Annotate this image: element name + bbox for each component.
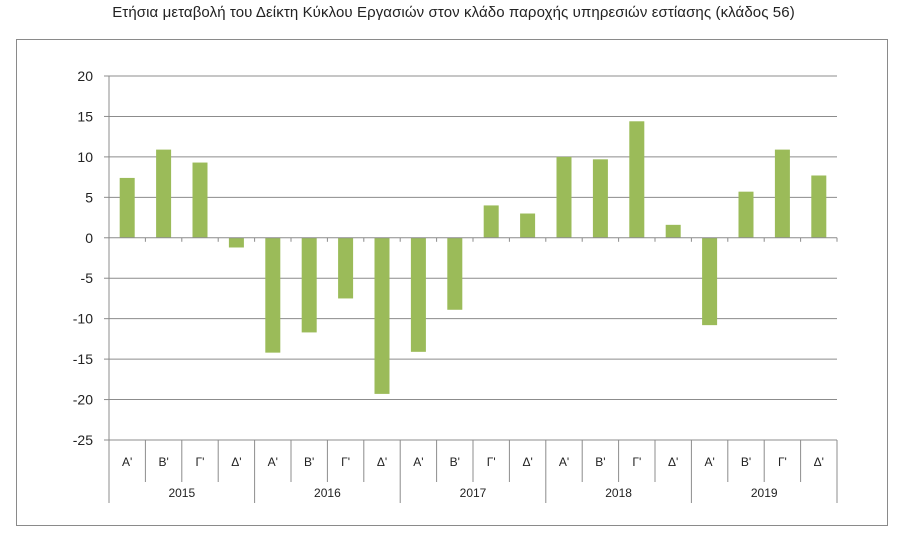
x-tick-label: Δ' [231, 455, 241, 469]
x-tick-label: Γ' [487, 455, 496, 469]
x-tick-label: Α' [559, 455, 569, 469]
chart-title: Ετήσια μεταβολή του Δείκτη Κύκλου Εργασι… [112, 4, 795, 21]
bar [811, 175, 827, 238]
gridlines [109, 75, 837, 441]
bar [774, 149, 790, 238]
year-label: 2016 [314, 486, 341, 500]
bar [410, 237, 426, 352]
bar [338, 237, 354, 299]
bar [374, 237, 390, 394]
year-label: 2018 [605, 486, 632, 500]
bar [592, 159, 608, 238]
bar [119, 177, 135, 238]
bar [483, 205, 499, 238]
x-tick-label: Γ' [632, 455, 641, 469]
bars [119, 121, 827, 394]
x-tick-label: Β' [595, 455, 605, 469]
bar [738, 191, 754, 238]
bar [156, 149, 172, 238]
x-tick-label: Γ' [778, 455, 787, 469]
bar [192, 162, 208, 238]
x-tick-label: Β' [741, 455, 751, 469]
x-tick-label: Δ' [814, 455, 824, 469]
bar [702, 237, 718, 326]
bar [265, 237, 281, 353]
y-tick-label: 0 [85, 230, 93, 246]
year-label: 2019 [751, 486, 778, 500]
x-tick-label: Α' [122, 455, 132, 469]
y-tick-label: 5 [85, 189, 93, 205]
y-tick-label: 20 [77, 68, 93, 84]
y-tick-label: -5 [81, 270, 94, 286]
y-tick-label: -15 [73, 351, 93, 367]
year-label: 2017 [460, 486, 487, 500]
x-tick-label: Β' [158, 455, 168, 469]
x-tick-label: Β' [304, 455, 314, 469]
chart-frame [16, 39, 888, 526]
x-tick-label: Α' [704, 455, 714, 469]
x-tick-label: Γ' [196, 455, 205, 469]
y-tick-label: -25 [73, 432, 93, 448]
x-tick-label: Α' [413, 455, 423, 469]
bar [629, 121, 645, 238]
x-tick-label: Β' [450, 455, 460, 469]
y-tick-label: 15 [77, 108, 93, 124]
x-tick-label: Δ' [522, 455, 532, 469]
y-tick-label: -10 [73, 311, 93, 327]
year-label: 2015 [168, 486, 195, 500]
bar [556, 156, 572, 238]
x-tick-label: Γ' [341, 455, 350, 469]
y-tick-label: -20 [73, 392, 93, 408]
bar [301, 237, 317, 333]
bar [665, 224, 681, 238]
bar [447, 237, 463, 310]
x-tick-label: Α' [268, 455, 278, 469]
bar [520, 213, 536, 238]
bar [228, 237, 244, 248]
y-tick-label: 10 [77, 149, 93, 165]
axes [104, 75, 838, 503]
x-tick-label: Δ' [668, 455, 678, 469]
x-tick-label: Δ' [377, 455, 387, 469]
